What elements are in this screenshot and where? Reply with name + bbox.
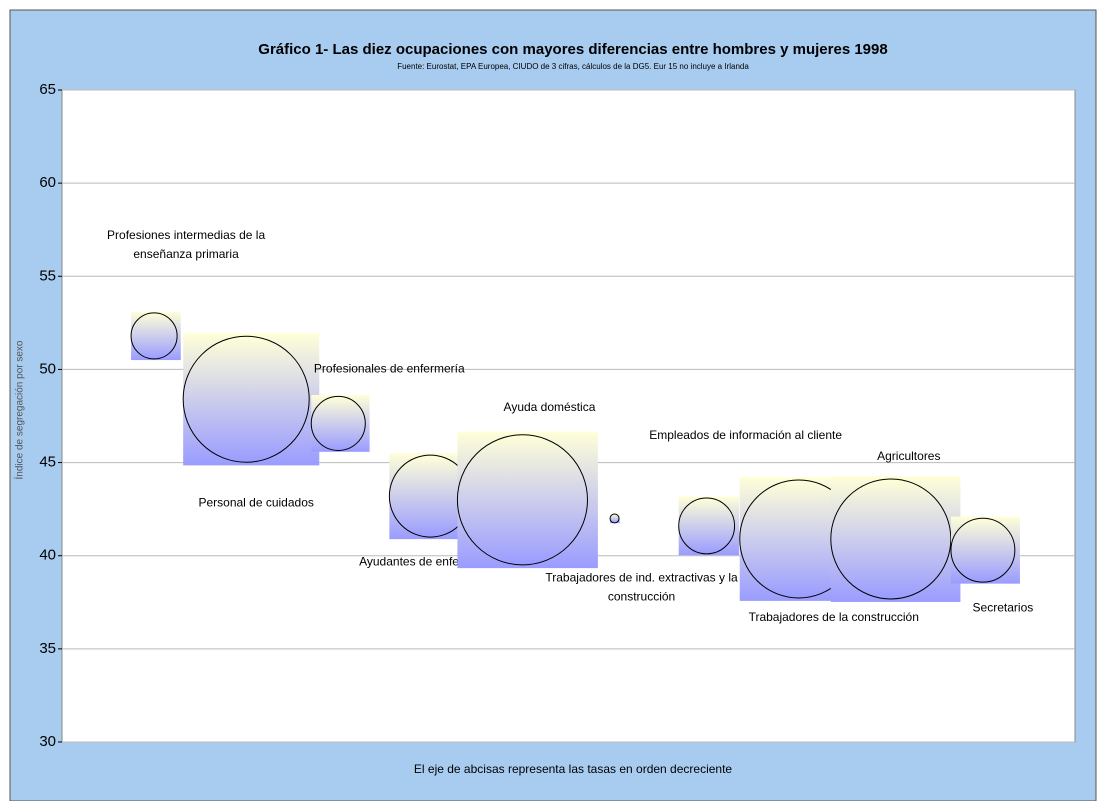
bubble-label: enseñanza primaria	[133, 247, 239, 261]
bubble-label: Ayuda doméstica	[504, 400, 596, 414]
bubble	[182, 335, 310, 463]
bubble	[830, 478, 952, 600]
chart-subtitle: Fuente: Eurostat, EPA Europea, CIUDO de …	[397, 62, 749, 71]
bubble-label: Empleados de información al cliente	[649, 428, 842, 442]
bubble-label: Profesionales de enfermería	[314, 362, 465, 376]
bubble	[950, 517, 1016, 583]
y-tick-label: 35	[39, 640, 56, 657]
bubble	[609, 513, 620, 524]
x-axis-label: El eje de abcisas representa las tasas e…	[414, 762, 733, 776]
bubble-label: construcción	[608, 590, 675, 604]
bubble	[456, 434, 588, 566]
y-tick-label: 45	[39, 454, 56, 471]
y-tick-label: 55	[39, 267, 56, 284]
y-tick-label: 60	[39, 174, 56, 191]
bubble	[678, 497, 736, 555]
chart-title: Gráfico 1- Las diez ocupaciones con mayo…	[258, 41, 887, 58]
bubble-label: Agricultores	[877, 449, 940, 463]
y-axis-label: Índice de segregación por sexo	[13, 340, 26, 479]
bubble-label: Trabajadores de la construcción	[749, 610, 919, 624]
bubble	[130, 312, 178, 360]
y-tick-label: 50	[39, 360, 56, 377]
y-tick-label: 65	[39, 81, 56, 98]
y-tick-label: 30	[39, 733, 56, 750]
bubble	[310, 395, 366, 451]
bubble-label: Personal de cuidados	[198, 495, 313, 509]
bubble-label: Trabajadores de ind. extractivas y la	[545, 571, 738, 585]
y-tick-label: 40	[39, 547, 56, 564]
bubble-label: Profesiones intermedias de la	[107, 228, 265, 242]
bubble-label: Secretarios	[973, 600, 1034, 614]
